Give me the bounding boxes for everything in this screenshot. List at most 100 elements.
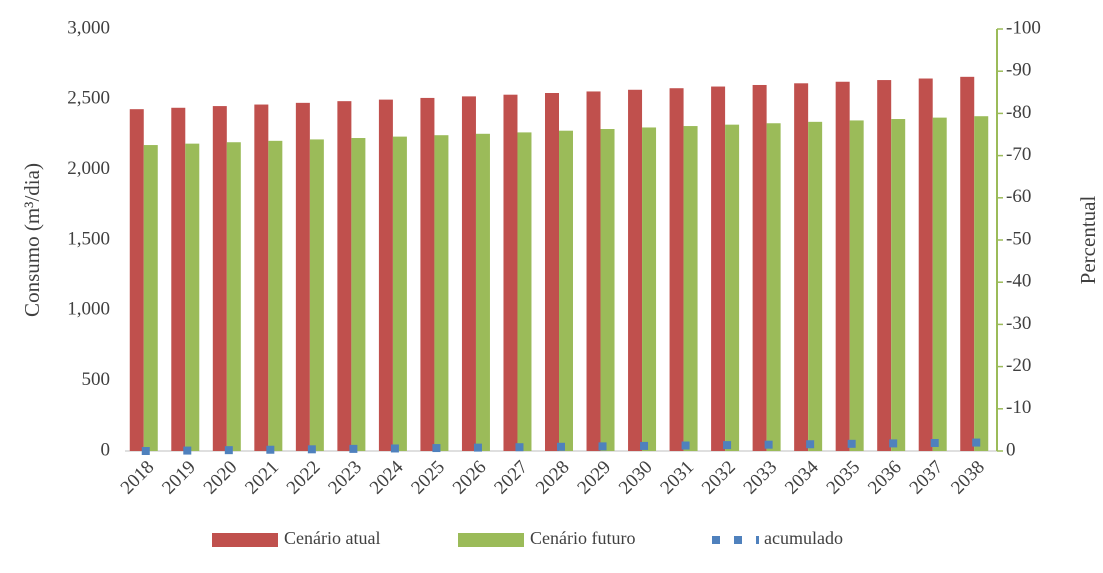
bar xyxy=(378,99,393,451)
y-tick-label: 3,000 xyxy=(67,17,110,38)
point xyxy=(889,439,898,448)
bar xyxy=(392,136,407,452)
y-tick-label: 2,000 xyxy=(67,158,110,179)
y2-tick-label: -100 xyxy=(1006,17,1041,38)
bar xyxy=(752,84,767,451)
bar xyxy=(628,89,643,451)
y2-axis-label: Percentual xyxy=(1076,196,1100,285)
y2-tick-label: 0 xyxy=(1006,439,1016,460)
point xyxy=(390,444,399,453)
x-tick-label: 2038 xyxy=(947,457,989,499)
point xyxy=(681,441,690,450)
bar xyxy=(725,124,740,452)
bar xyxy=(309,139,324,451)
point xyxy=(224,446,233,455)
x-tick-label: 2027 xyxy=(490,457,532,499)
x-tick-label: 2032 xyxy=(698,457,740,499)
point xyxy=(557,442,565,451)
bar xyxy=(808,121,823,451)
point xyxy=(972,438,981,447)
bar xyxy=(351,138,366,451)
legend-swatch xyxy=(212,533,278,547)
y2-tick-label: -10 xyxy=(1006,397,1031,418)
y2-tick-label: -60 xyxy=(1006,186,1031,207)
x-tick-label: 2025 xyxy=(407,457,449,499)
point xyxy=(723,441,732,450)
bar xyxy=(212,106,227,452)
point xyxy=(349,444,358,453)
bar xyxy=(669,88,684,451)
legend-label: Cenário futuro xyxy=(530,528,635,548)
x-tick-label: 2035 xyxy=(823,457,865,499)
point xyxy=(473,443,482,452)
bar xyxy=(766,123,781,451)
bar xyxy=(185,143,200,452)
legend-swatch xyxy=(712,536,720,544)
x-tick-label: 2031 xyxy=(656,457,698,499)
point xyxy=(432,444,441,453)
y-tick-label: 1,500 xyxy=(67,228,110,249)
bar xyxy=(835,81,850,451)
x-tick-label: 2019 xyxy=(158,457,200,499)
bar xyxy=(337,101,352,452)
bar xyxy=(960,76,975,452)
point xyxy=(930,438,939,447)
bar xyxy=(545,93,559,452)
y-tick-label: 2,500 xyxy=(67,88,110,109)
point xyxy=(183,446,192,455)
legend-label: Cenário atual xyxy=(284,528,380,548)
legend-label: acumulado xyxy=(764,528,843,548)
y2-tick-label: -20 xyxy=(1006,355,1031,376)
x-tick-label: 2037 xyxy=(906,457,948,499)
bar xyxy=(600,129,615,451)
bar xyxy=(420,97,435,451)
bar xyxy=(129,109,144,452)
x-tick-label: 2021 xyxy=(241,457,283,499)
bar xyxy=(918,78,933,452)
point xyxy=(806,440,815,449)
bar xyxy=(226,142,241,451)
bar xyxy=(642,127,657,451)
bar xyxy=(517,132,532,451)
bar xyxy=(434,135,449,451)
x-tick-label: 2028 xyxy=(532,457,574,499)
bar xyxy=(143,145,158,452)
point xyxy=(598,442,607,451)
y-axis-label: Consumo (m³/dia) xyxy=(20,163,44,317)
bar xyxy=(503,94,518,451)
bar xyxy=(683,126,698,451)
point xyxy=(266,445,275,454)
point xyxy=(847,439,856,448)
bar xyxy=(932,117,947,452)
point xyxy=(764,440,773,449)
bar xyxy=(794,83,809,451)
y-tick-label: 500 xyxy=(82,369,111,390)
x-tick-label: 2024 xyxy=(366,456,408,498)
x-tick-label: 2030 xyxy=(615,457,657,499)
x-tick-label: 2023 xyxy=(324,457,366,499)
x-tick-label: 2036 xyxy=(864,457,906,499)
bar xyxy=(171,107,186,452)
y-tick-label: 1,000 xyxy=(67,299,110,320)
x-tick-label: 2029 xyxy=(573,457,615,499)
bar xyxy=(891,119,906,451)
point xyxy=(307,445,316,454)
y2-tick-label: -70 xyxy=(1006,144,1031,165)
point xyxy=(640,441,649,450)
x-tick-label: 2018 xyxy=(117,457,159,499)
point xyxy=(515,443,524,452)
y2-tick-label: -40 xyxy=(1006,271,1031,292)
bar xyxy=(559,130,573,451)
bar xyxy=(974,116,989,452)
legend-swatch xyxy=(756,536,759,544)
bar xyxy=(254,104,269,452)
bar xyxy=(268,140,283,451)
bar xyxy=(461,96,476,451)
point xyxy=(141,447,150,455)
y-tick-label: 0 xyxy=(101,439,111,460)
legend-swatch xyxy=(458,533,524,547)
y2-tick-label: -30 xyxy=(1006,313,1031,334)
x-tick-label: 2034 xyxy=(781,456,823,498)
bar xyxy=(711,86,726,452)
